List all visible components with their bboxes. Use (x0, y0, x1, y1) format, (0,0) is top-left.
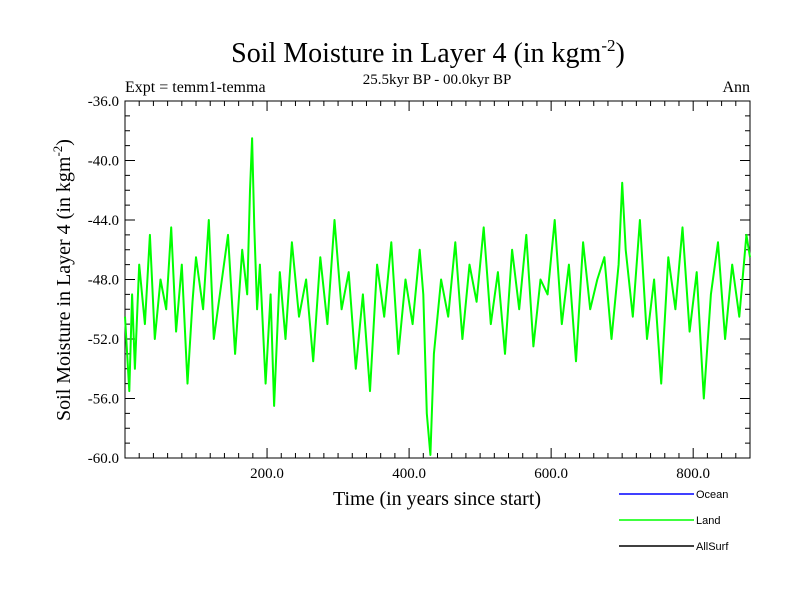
y-tick-label: -52.0 (88, 332, 119, 348)
y-tick-label: -48.0 (88, 273, 119, 289)
experiment-label: Expt = temm1-temma (125, 79, 266, 96)
series-layer (124, 137, 751, 456)
x-tick-label: 200.0 (250, 466, 284, 482)
x-axis: 200.0 400.0 600.0 800.0 (250, 101, 710, 482)
y-axis-label: Soil Moisture in Layer 4 (in kgm-2) (50, 139, 75, 421)
chart-title-sup: -2 (601, 36, 615, 55)
y-axis: -36.0 -40.0 -44.0 -48.0 -52.0 -56.0 -60.0 (88, 94, 750, 467)
chart-subtitle: 25.5kyr BP - 00.0kyr BP (363, 72, 512, 88)
y-axis-label-sup: -2 (50, 146, 65, 157)
x-axis-label: Time (in years since start) (333, 488, 541, 510)
legend-label-ocean: Ocean (696, 489, 728, 501)
series-line-land (124, 137, 751, 456)
legend-label-allsurf: AllSurf (696, 541, 729, 553)
chart-title-close: ) (616, 38, 625, 69)
y-axis-label-text: Soil Moisture in Layer 4 (in kgm (53, 156, 75, 421)
y-tick-label: -40.0 (88, 154, 119, 170)
plot-frame (124, 100, 751, 459)
season-label: Ann (722, 79, 750, 96)
y-tick-label: -36.0 (88, 94, 119, 110)
chart-title-text: Soil Moisture in Layer 4 (in kgm (231, 38, 601, 69)
legend: Ocean Land AllSurf (619, 489, 729, 553)
y-tick-label: -60.0 (88, 451, 119, 467)
legend-label-land: Land (696, 515, 720, 527)
x-tick-label: 400.0 (392, 466, 426, 482)
chart-title: Soil Moisture in Layer 4 (in kgm-2) (231, 36, 625, 69)
y-tick-label: -44.0 (88, 213, 119, 229)
x-tick-label: 600.0 (534, 466, 568, 482)
x-tick-label: 800.0 (676, 466, 710, 482)
y-tick-label: -56.0 (88, 392, 119, 408)
minor-ticks (125, 101, 750, 458)
y-axis-label-close: ) (53, 139, 75, 146)
